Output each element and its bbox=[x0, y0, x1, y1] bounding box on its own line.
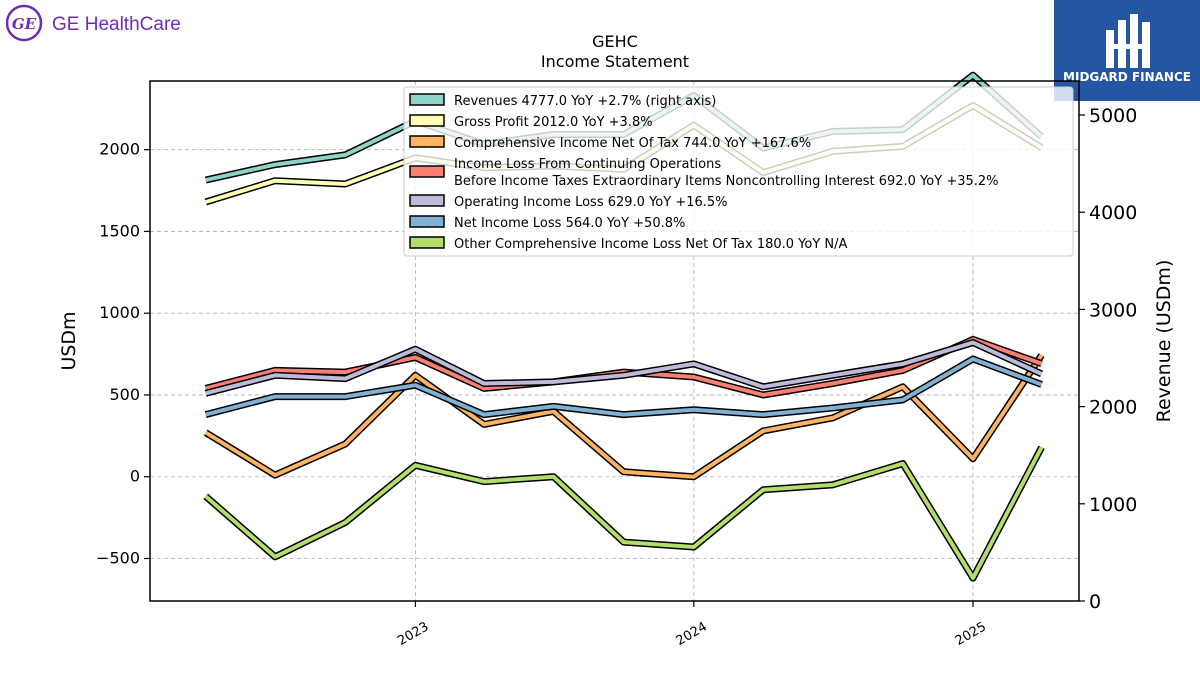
ge-logo-graphic: GE GE HealthCare bbox=[5, 4, 181, 42]
y-left-tick-label: −500 bbox=[96, 548, 140, 567]
y-right-tick-label: 1000 bbox=[1089, 494, 1137, 516]
legend-swatch bbox=[409, 236, 445, 249]
y-left-tick-label: 0 bbox=[130, 467, 140, 486]
y-right-tick-label: 3000 bbox=[1089, 299, 1137, 321]
legend-label-line2: Before Income Taxes Extraordinary Items … bbox=[454, 174, 999, 189]
legend-swatch bbox=[409, 194, 445, 207]
y-right-tick-label: 0 bbox=[1089, 591, 1101, 613]
ge-healthcare-logo: GE GE HealthCare bbox=[5, 4, 196, 44]
midgard-logo-graphic: MIDGARD FINANCE bbox=[1063, 14, 1191, 84]
series-line-5 bbox=[205, 357, 1043, 417]
legend-swatch bbox=[409, 93, 445, 106]
legend-box bbox=[403, 86, 1074, 257]
legend-label: Gross Profit 2012.0 YoY +3.8% bbox=[454, 115, 653, 130]
legend-label: Revenues 4777.0 YoY +2.7% (right axis) bbox=[454, 94, 716, 109]
chart-subtitle: Income Statement bbox=[541, 52, 689, 71]
legend-label: Income Loss From Continuing Operations bbox=[454, 157, 721, 172]
legend-label: Comprehensive Income Net Of Tax 744.0 Yo… bbox=[454, 136, 811, 151]
legend-label: Other Comprehensive Income Loss Net Of T… bbox=[454, 237, 848, 252]
midgard-wordmark: MIDGARD FINANCE bbox=[1063, 70, 1191, 84]
x-tick-label: 2024 bbox=[674, 619, 710, 649]
legend: Revenues 4777.0 YoY +2.7% (right axis) Gr… bbox=[403, 86, 1074, 257]
y-left-tick-label: 1000 bbox=[99, 303, 140, 322]
ge-monogram-text: GE bbox=[12, 15, 37, 33]
legend-swatch bbox=[409, 215, 445, 228]
y-right-tick-label: 4000 bbox=[1089, 202, 1137, 224]
series-line-2 bbox=[204, 353, 1044, 479]
y-left-tick-label: 2000 bbox=[99, 140, 140, 159]
y-left-tick-label: 1500 bbox=[99, 221, 140, 240]
y-axis-left-label: USDm bbox=[58, 311, 80, 370]
plot-frame bbox=[149, 80, 1080, 602]
y-right-tick-label: 5000 bbox=[1089, 105, 1137, 127]
chart-title: GEHC bbox=[592, 32, 638, 51]
series-line-4 bbox=[205, 340, 1043, 396]
ge-healthcare-wordmark: GE HealthCare bbox=[52, 14, 181, 35]
legend-label: Operating Income Loss 629.0 YoY +16.5% bbox=[454, 195, 728, 210]
series-line-6 bbox=[204, 446, 1044, 581]
midgard-emblem-icon bbox=[1106, 14, 1150, 68]
legend-label: Net Income Loss 564.0 YoY +50.8% bbox=[454, 216, 685, 231]
y-right-tick-label: 2000 bbox=[1089, 397, 1137, 419]
series-outline-3 bbox=[204, 335, 1043, 399]
ge-monogram-icon bbox=[5, 4, 43, 42]
x-tick-label: 2023 bbox=[395, 619, 431, 649]
legend-swatch bbox=[409, 165, 445, 178]
legend-swatch bbox=[409, 135, 445, 148]
y-left-tick-label: 500 bbox=[109, 385, 140, 404]
y-axis-right-label: Revenue (USDm) bbox=[1153, 260, 1175, 423]
x-tick-label: 2025 bbox=[953, 619, 989, 649]
legend-swatch bbox=[409, 114, 445, 127]
